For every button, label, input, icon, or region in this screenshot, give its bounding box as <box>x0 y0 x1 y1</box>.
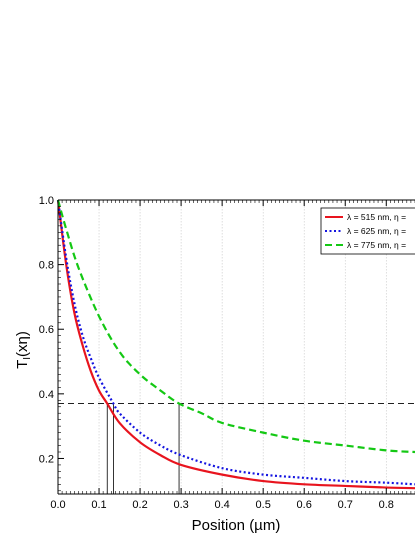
y-tick-label-2: 0.6 <box>39 324 54 336</box>
y-tick-label-4: 1.0 <box>39 195 54 207</box>
x-tick-label-2: 0.2 <box>132 499 147 511</box>
y-axis-title-main: T <box>14 360 31 369</box>
x-tick-label-0: 0.0 <box>50 499 65 511</box>
reference-lines <box>58 403 415 494</box>
y-axis-title-sub: I <box>22 357 33 360</box>
y-axis-title-rest: (xη) <box>14 331 31 357</box>
legend-label-1: λ = 625 nm, η = <box>347 226 406 236</box>
series-line-0 <box>56 199 415 490</box>
series-lines <box>56 199 415 490</box>
y-tick-label-0: 0.2 <box>39 453 54 465</box>
y-axis-title: TI(xη) <box>14 331 33 369</box>
series-line-2 <box>56 199 415 454</box>
x-tick-label-6: 0.6 <box>297 499 312 511</box>
x-tick-label-7: 0.7 <box>338 499 353 511</box>
y-tick-label-1: 0.4 <box>39 389 54 401</box>
axis-ticks <box>57 199 415 494</box>
y-tick-label-3: 0.8 <box>39 260 54 272</box>
x-tick-label-1: 0.1 <box>91 499 106 511</box>
tick-labels: 0.0 0.1 0.2 0.3 0.4 0.5 0.6 0.7 0.8 0.2 0.4 0.6 0.8 1… <box>39 195 394 511</box>
x-tick-label-5: 0.5 <box>256 499 271 511</box>
legend-label-2: λ = 775 nm, η = <box>347 240 406 250</box>
legend-box <box>320 207 415 255</box>
x-tick-label-3: 0.3 <box>173 499 188 511</box>
x-axis-title: Position (µm) <box>192 517 281 534</box>
plot-frame <box>57 199 415 495</box>
legend: λ = 515 nm, η = λ = 625 nm, η = λ = 775 nm… <box>320 207 415 255</box>
x-tick-label-4: 0.4 <box>214 499 229 511</box>
series-line-1 <box>56 199 415 486</box>
legend-label-0: λ = 515 nm, η = <box>347 212 406 222</box>
x-tick-label-8: 0.8 <box>379 499 394 511</box>
